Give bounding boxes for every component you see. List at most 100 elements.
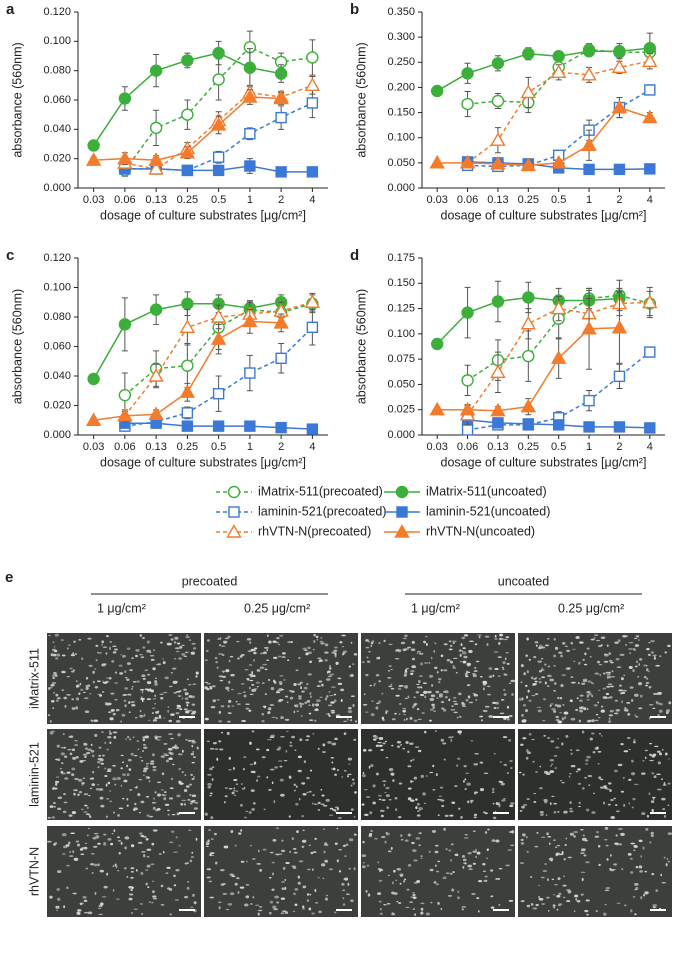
cell [398,713,401,716]
cell [557,810,560,813]
cell [350,899,354,903]
cell [152,765,157,769]
cell [118,807,124,810]
cell [48,634,52,637]
cell [281,887,285,891]
marker [148,368,164,382]
panel-label: b [350,1,359,18]
cell [184,774,187,776]
cell [264,693,268,696]
cell [225,686,230,690]
cell [591,719,595,723]
cell [562,884,567,887]
cell [318,659,323,662]
cell [578,661,581,665]
cell [301,815,305,818]
cell [574,894,579,898]
cell [648,703,654,706]
cell [84,755,87,759]
cell [273,656,278,659]
cell [324,897,329,901]
cell [169,913,172,916]
cell [606,697,610,699]
cell [414,913,416,916]
cell [56,653,61,657]
cell [310,851,314,855]
cell [218,740,222,743]
cell [631,759,634,763]
cell [91,783,95,787]
cell [186,634,189,637]
cell [65,844,70,847]
cell [604,839,608,841]
micrograph-bg [518,729,672,820]
cell [193,756,196,759]
cell [169,787,174,790]
cell [379,809,385,813]
cell [80,902,82,906]
cell [632,648,636,651]
cell [342,651,346,655]
cell [662,784,667,786]
cell [403,718,406,722]
cell [482,684,487,686]
cell [600,734,603,737]
cell [55,758,58,761]
cell [304,701,308,704]
cell [322,804,328,807]
cell [321,683,324,687]
marker [522,418,535,430]
cell [391,881,394,885]
cell [151,707,156,709]
cell [106,798,110,800]
cell [589,737,593,741]
cell [427,690,432,694]
cell [88,693,92,695]
cell [551,795,555,798]
cell [67,748,72,751]
cell [151,890,155,894]
cell [309,719,314,721]
cell [310,695,312,699]
cell [250,770,256,773]
cell [124,676,128,679]
cell [94,891,97,895]
y-tick-label: 0.000 [387,429,415,441]
cell [420,686,423,689]
cell [218,710,222,714]
cell [243,767,245,771]
cell [386,902,391,905]
cell [472,674,477,678]
cell [87,748,92,751]
cell [162,794,167,797]
cell [100,644,104,646]
cell [621,867,624,871]
cell [492,787,495,791]
legend-label: laminin-521(uncoated) [426,504,550,518]
cell [594,634,599,636]
cell [586,913,589,916]
cell [253,649,257,652]
cell [269,768,275,771]
x-axis-label: dosage of culture substrates [μg/cm²] [100,455,306,469]
cell [619,653,625,656]
cell [318,680,323,683]
cell [654,745,659,748]
cell [483,772,489,775]
cell [293,683,297,686]
cell [423,641,426,644]
cell [553,637,556,641]
cell [641,772,646,775]
cell [51,675,56,677]
cell [53,691,56,694]
cell [483,879,488,882]
cell [184,651,189,654]
cell [440,701,445,704]
cell [191,741,197,744]
cell [492,674,495,678]
cell [656,788,662,791]
cell [124,670,127,674]
cell [83,811,88,813]
cell [253,647,258,650]
cell [143,774,145,776]
